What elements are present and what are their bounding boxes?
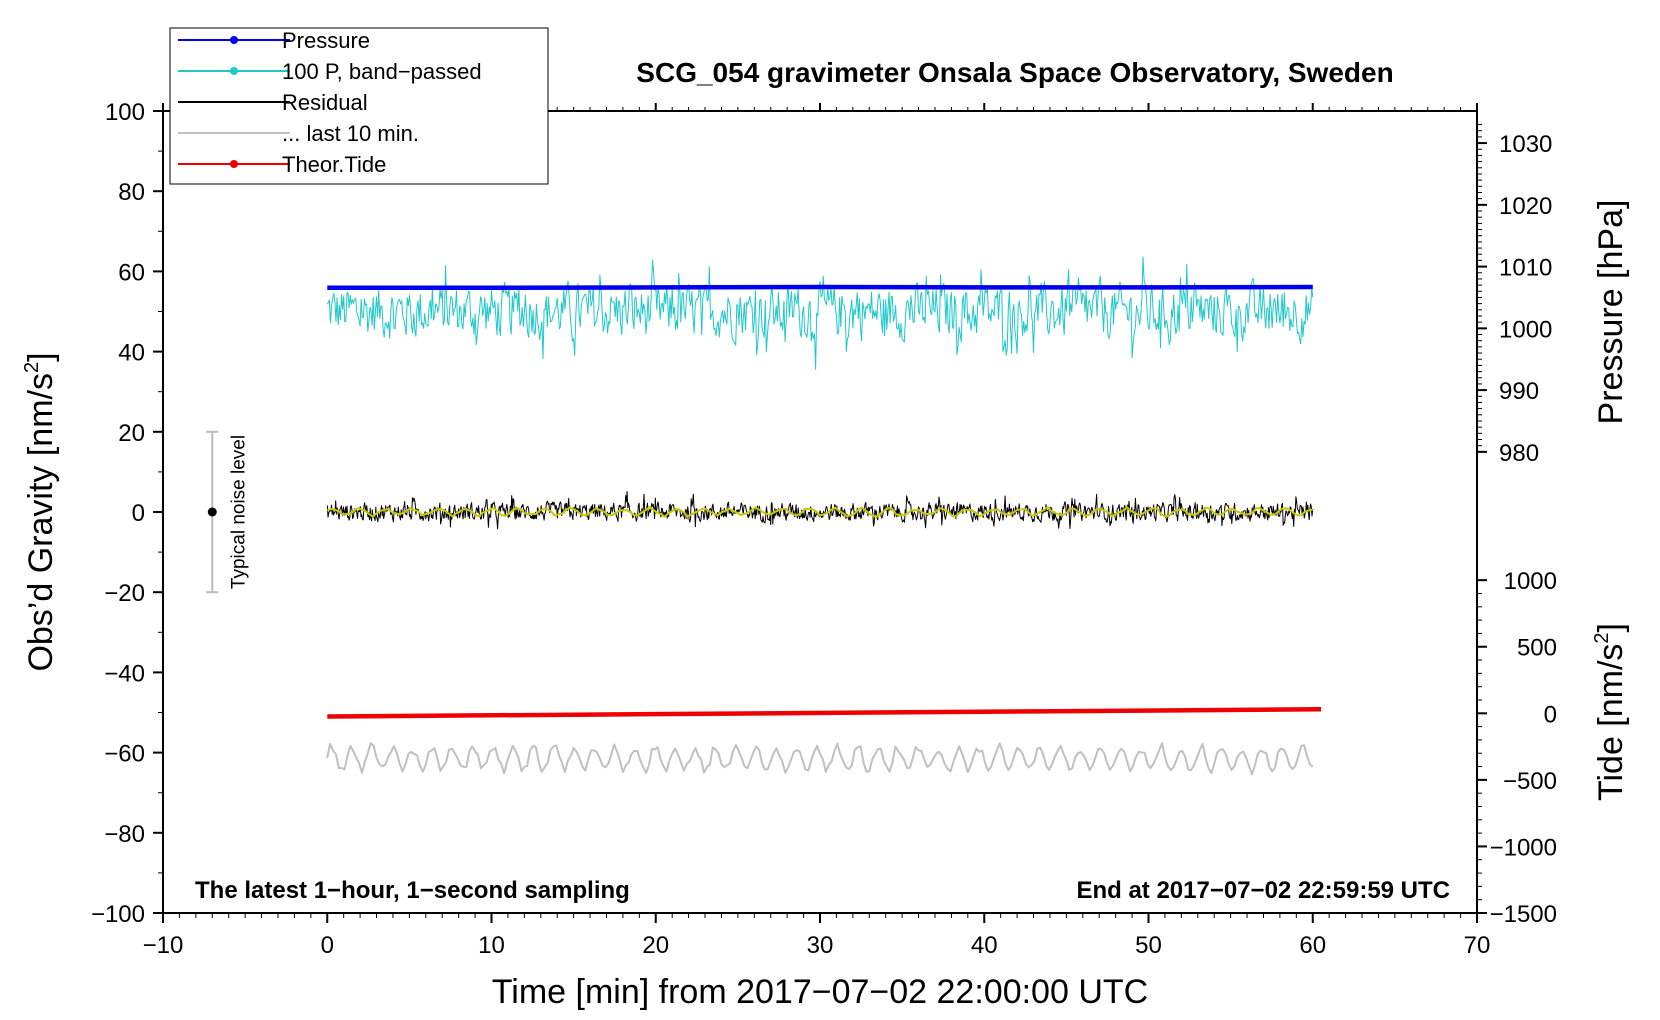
x-axis-label: Time [min] from 2017−07−02 22:00:00 UTC — [492, 973, 1148, 1011]
tide-tick-label: −1500 — [1490, 901, 1557, 928]
y-tick-label: 60 — [118, 259, 145, 286]
series-layer — [326, 256, 1322, 776]
series--last-10-min- — [326, 742, 1314, 776]
legend-label: ... last 10 min. — [282, 121, 419, 146]
noise-bar-point — [207, 507, 217, 517]
legend-box — [169, 27, 549, 185]
y-tick-label: 80 — [118, 179, 145, 206]
tide-tick-label: −1000 — [1490, 834, 1557, 861]
pressure-tick-label: 990 — [1499, 378, 1539, 405]
y-tick-label: −60 — [104, 741, 145, 768]
x-tick-label: 0 — [321, 932, 334, 959]
chart-title: SCG_054 gravimeter Onsala Space Observat… — [636, 57, 1393, 88]
legend-label: Theor.Tide — [282, 152, 386, 177]
legend-label: Pressure — [282, 28, 370, 53]
pressure-tick-label: 1020 — [1499, 193, 1552, 220]
series-theor-tide — [327, 707, 1322, 719]
series-residual-smoothed — [326, 506, 1313, 518]
y-tick-label: −20 — [104, 580, 145, 607]
noise-level-label: Typical noise level — [228, 435, 249, 589]
annotation-end-time: End at 2017−07−02 22:59:59 UTC — [1076, 877, 1450, 904]
pressure-tick-label: 1000 — [1499, 316, 1552, 343]
x-tick-label: 20 — [642, 932, 669, 959]
pressure-axis-ticks: 1030 1020 1010 1000 990 980 — [1477, 124, 1552, 467]
x-tick-label: 40 — [971, 932, 998, 959]
x-tick-label: 50 — [1135, 932, 1162, 959]
x-tick-label: 30 — [807, 932, 834, 959]
annotation-sampling: The latest 1−hour, 1−second sampling — [195, 877, 630, 904]
x-tick-label: 60 — [1299, 932, 1326, 959]
y-axis-label-left: Obs’d Gravity [nm/s2] — [21, 352, 60, 671]
legend-label: 100 P, band−passed — [282, 59, 482, 84]
x-axis-ticks: −10 0 10 20 30 40 50 60 70 — [143, 103, 1491, 959]
y-tick-label: 20 — [118, 420, 145, 447]
x-tick-label: 70 — [1464, 932, 1491, 959]
pressure-tick-label: 1030 — [1499, 131, 1552, 158]
tide-tick-label: 500 — [1517, 635, 1557, 662]
pressure-tick-label: 1010 — [1499, 255, 1552, 282]
series-pressure — [327, 284, 1313, 291]
legend-label: Residual — [282, 90, 368, 115]
legend-items: Pressure 100 P, band−passed Residual ... la… — [178, 28, 482, 177]
y-tick-label: −80 — [104, 821, 145, 848]
tide-axis-ticks: 1000 500 0 −500 −1000 −1500 — [1477, 568, 1557, 928]
y-tick-label: 100 — [105, 99, 145, 126]
x-tick-label: 10 — [478, 932, 505, 959]
y-tick-label: 0 — [132, 500, 145, 527]
y-axis-ticks: 100 80 60 40 20 0 −20 −40 −60 −80 −100 — [91, 99, 163, 928]
noise-level-indicator: Typical noise level — [206, 430, 249, 594]
x-tick-label: −10 — [143, 932, 184, 959]
y-tick-label: 40 — [118, 340, 145, 367]
y-axis-label-tide: Tide [nm/s2] — [1591, 623, 1630, 801]
legend-marker — [230, 67, 238, 75]
tide-tick-label: 1000 — [1504, 568, 1557, 595]
legend: Pressure 100 P, band−passed Residual ... la… — [169, 27, 549, 185]
pressure-tick-label: 980 — [1499, 440, 1539, 467]
legend-marker — [230, 36, 238, 44]
series-residual — [326, 491, 1314, 530]
y-tick-label: −100 — [91, 901, 145, 928]
tide-tick-label: −500 — [1503, 768, 1557, 795]
y-axis-label-pressure: Pressure [hPa] — [1592, 200, 1630, 425]
tide-tick-label: 0 — [1544, 701, 1557, 728]
legend-marker — [230, 160, 238, 168]
y-tick-label: −40 — [104, 660, 145, 687]
series-100-p-band-passed — [326, 256, 1314, 370]
